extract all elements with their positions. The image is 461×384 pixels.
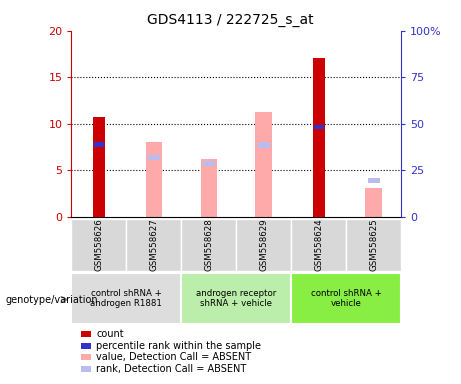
Bar bbox=[126, 219, 181, 271]
Bar bbox=[366, 188, 382, 217]
Bar bbox=[314, 125, 324, 129]
Text: control shRNA +
androgen R1881: control shRNA + androgen R1881 bbox=[90, 289, 162, 308]
Text: control shRNA +
vehicle: control shRNA + vehicle bbox=[311, 289, 382, 308]
Bar bbox=[313, 58, 325, 217]
Text: GSM558626: GSM558626 bbox=[95, 218, 103, 271]
Text: rank, Detection Call = ABSENT: rank, Detection Call = ABSENT bbox=[96, 364, 247, 374]
Bar bbox=[181, 219, 236, 271]
Text: androgen receptor
shRNA + vehicle: androgen receptor shRNA + vehicle bbox=[196, 289, 277, 308]
Bar bbox=[201, 159, 217, 217]
Bar bbox=[291, 219, 346, 271]
Bar bbox=[71, 273, 181, 324]
Text: percentile rank within the sample: percentile rank within the sample bbox=[96, 341, 261, 351]
Bar bbox=[367, 178, 380, 183]
Text: GSM558625: GSM558625 bbox=[369, 218, 378, 271]
Text: GDS4113 / 222725_s_at: GDS4113 / 222725_s_at bbox=[147, 13, 314, 27]
Bar bbox=[258, 142, 270, 147]
Text: GSM558629: GSM558629 bbox=[259, 218, 268, 271]
Text: value, Detection Call = ABSENT: value, Detection Call = ABSENT bbox=[96, 352, 251, 362]
Bar bbox=[236, 219, 291, 271]
Bar bbox=[291, 273, 401, 324]
Text: genotype/variation: genotype/variation bbox=[6, 295, 98, 305]
Text: count: count bbox=[96, 329, 124, 339]
Text: GSM558627: GSM558627 bbox=[149, 218, 159, 271]
Bar bbox=[181, 273, 291, 324]
Bar bbox=[148, 155, 160, 160]
Text: GSM558624: GSM558624 bbox=[314, 218, 323, 271]
Text: GSM558628: GSM558628 bbox=[204, 218, 213, 271]
Bar bbox=[203, 161, 215, 166]
Bar bbox=[346, 219, 401, 271]
Bar bbox=[255, 112, 272, 217]
Bar bbox=[94, 142, 104, 147]
Bar bbox=[71, 219, 126, 271]
Bar bbox=[146, 142, 162, 217]
Bar bbox=[93, 118, 105, 217]
